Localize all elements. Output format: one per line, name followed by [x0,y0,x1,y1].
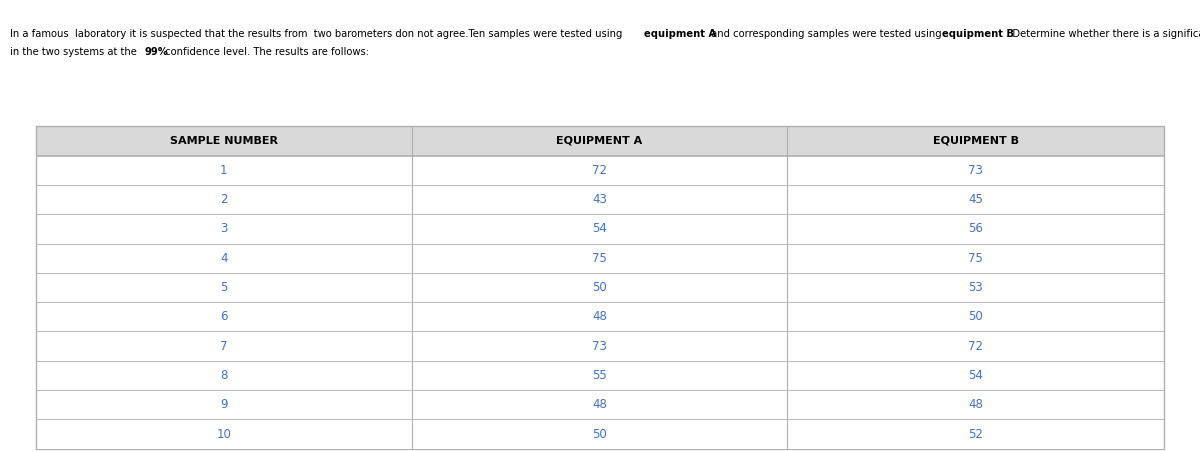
Bar [36,331,1164,361]
Text: 7: 7 [220,340,228,353]
Text: 53: 53 [968,281,983,294]
Text: 4: 4 [220,252,228,265]
Text: 1: 1 [220,164,228,177]
Text: 73: 73 [968,164,983,177]
Text: SAMPLE NUMBER: SAMPLE NUMBER [170,136,278,146]
Text: 99%: 99% [145,47,169,57]
Text: 55: 55 [592,369,607,382]
Text: 73: 73 [592,340,607,353]
Text: 54: 54 [592,222,607,235]
Bar [36,244,1164,273]
Text: EQUIPMENT A: EQUIPMENT A [557,136,642,146]
Text: 8: 8 [220,369,228,382]
Bar [36,185,1164,214]
Bar [36,361,1164,390]
Text: 6: 6 [220,310,228,323]
Bar [36,419,1164,449]
Text: 52: 52 [968,428,983,441]
Text: and corresponding samples were tested using: and corresponding samples were tested us… [708,29,944,39]
Text: In a famous  laboratory it is suspected that the results from  two barometers do: In a famous laboratory it is suspected t… [10,29,625,39]
Bar [36,390,1164,419]
Text: 5: 5 [220,281,228,294]
Text: 9: 9 [220,398,228,411]
Text: 10: 10 [216,428,232,441]
Text: 48: 48 [592,398,607,411]
Text: confidence level. The results are follows:: confidence level. The results are follow… [162,47,370,57]
Text: 3: 3 [220,222,228,235]
Text: 48: 48 [592,310,607,323]
Text: . Determine whether there is a significant difference: . Determine whether there is a significa… [1006,29,1200,39]
Text: 54: 54 [968,369,983,382]
Text: 48: 48 [968,398,983,411]
Text: 56: 56 [968,222,983,235]
Text: equipment A: equipment A [644,29,716,39]
Text: in the two systems at the: in the two systems at the [10,47,139,57]
Bar [36,302,1164,331]
Text: 72: 72 [592,164,607,177]
Text: EQUIPMENT B: EQUIPMENT B [932,136,1019,146]
Bar [36,156,1164,185]
Text: 50: 50 [592,428,607,441]
Bar [36,126,1164,156]
Text: 75: 75 [968,252,983,265]
Bar [36,273,1164,302]
Text: 75: 75 [592,252,607,265]
Text: 50: 50 [968,310,983,323]
Text: 2: 2 [220,193,228,206]
Text: equipment B: equipment B [942,29,1014,39]
Bar [36,214,1164,244]
Text: 50: 50 [592,281,607,294]
Text: 45: 45 [968,193,983,206]
Text: 72: 72 [968,340,983,353]
Text: 43: 43 [592,193,607,206]
